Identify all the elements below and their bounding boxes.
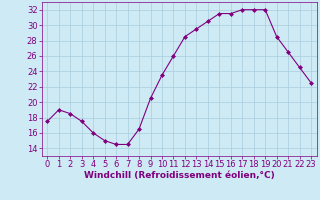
X-axis label: Windchill (Refroidissement éolien,°C): Windchill (Refroidissement éolien,°C) [84, 171, 275, 180]
